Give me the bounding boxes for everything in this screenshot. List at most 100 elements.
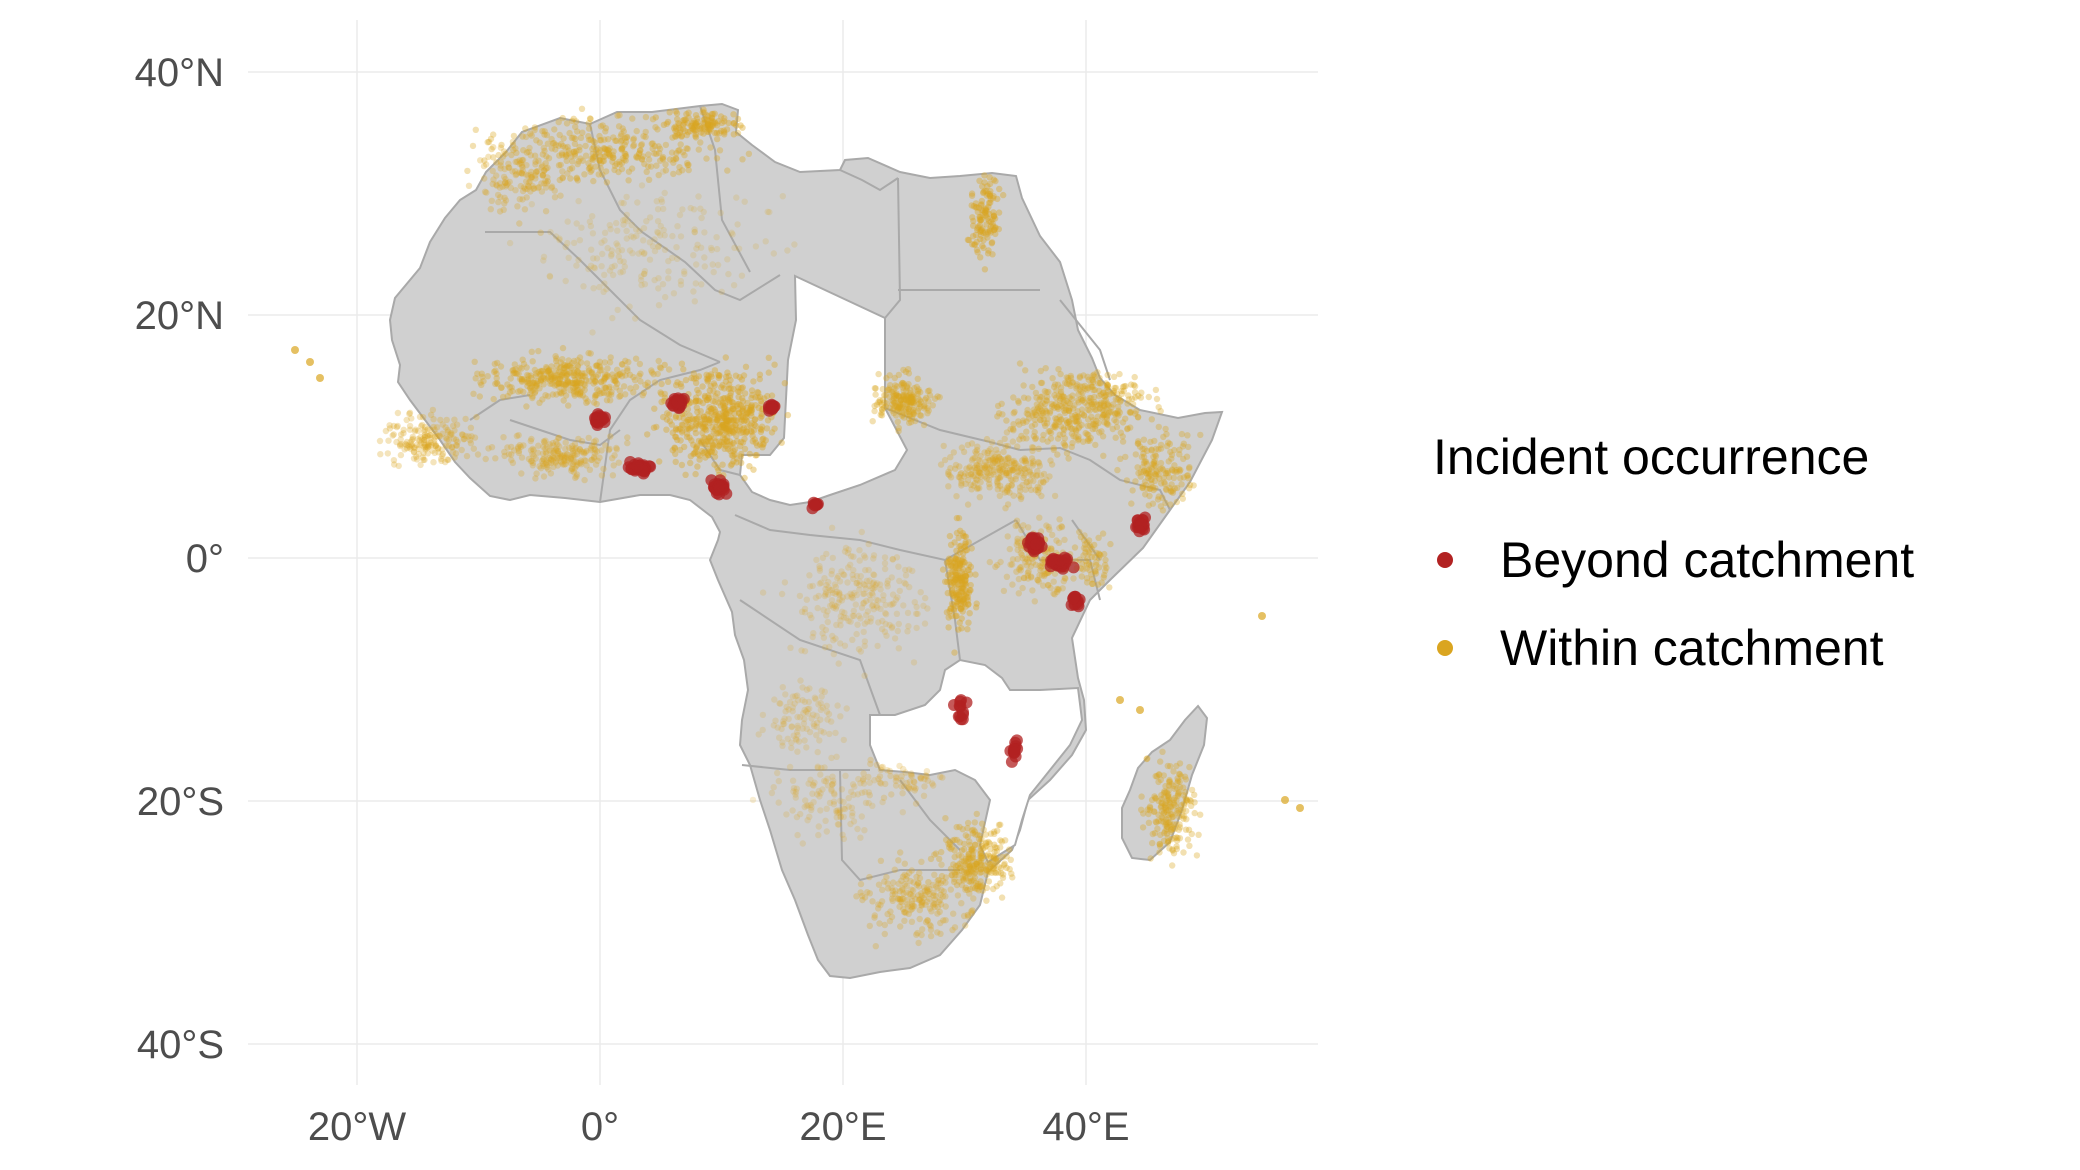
within-catchment-point: [614, 227, 621, 234]
within-catchment-point: [541, 131, 548, 138]
within-catchment-point: [502, 150, 509, 157]
within-catchment-point: [588, 442, 596, 450]
within-catchment-point: [506, 384, 513, 391]
within-catchment-point: [570, 369, 578, 376]
within-catchment-point: [571, 148, 578, 155]
within-catchment-point: [542, 461, 549, 468]
within-catchment-point: [1157, 758, 1164, 765]
within-catchment-point: [1001, 860, 1008, 867]
within-catchment-point: [986, 190, 994, 198]
within-catchment-point: [700, 413, 707, 421]
within-catchment-point: [569, 379, 576, 387]
within-catchment-point: [984, 183, 991, 190]
within-catchment-point: [504, 444, 511, 451]
within-catchment-point: [804, 705, 811, 713]
within-catchment-point: [653, 162, 660, 169]
within-catchment-point: [899, 400, 907, 408]
within-catchment-point: [718, 127, 725, 135]
within-catchment-point: [586, 115, 594, 122]
within-catchment-point: [738, 459, 745, 466]
within-catchment-point: [1153, 395, 1161, 403]
within-catchment-point: [525, 455, 533, 463]
within-catchment-point: [1178, 481, 1185, 488]
within-catchment-point: [670, 156, 677, 163]
within-catchment-point: [732, 372, 740, 379]
within-catchment-point: [1029, 410, 1036, 417]
within-catchment-point: [775, 799, 782, 806]
within-catchment-point: [619, 268, 627, 275]
within-catchment-point: [576, 390, 584, 397]
within-catchment-point: [657, 157, 664, 164]
within-catchment-point: [901, 414, 908, 421]
within-catchment-point: [743, 428, 751, 435]
within-catchment-point: [908, 918, 916, 925]
within-catchment-point: [709, 423, 716, 431]
within-catchment-point: [556, 236, 563, 244]
within-catchment-point: [661, 189, 668, 197]
within-catchment-point: [578, 385, 586, 392]
within-catchment-point: [891, 866, 898, 873]
within-catchment-point: [589, 150, 596, 157]
within-catchment-point: [670, 125, 678, 132]
within-catchment-point: [923, 768, 931, 775]
within-catchment-point: [945, 470, 952, 478]
within-catchment-point: [883, 374, 890, 382]
within-catchment-point: [680, 117, 687, 124]
within-catchment-point: [718, 423, 725, 430]
within-catchment-point: [990, 213, 997, 220]
within-catchment-point: [910, 390, 918, 398]
within-catchment-point: [531, 126, 538, 134]
within-catchment-point: [566, 444, 573, 451]
within-catchment-point: [610, 134, 617, 141]
within-catchment-point: [568, 153, 575, 160]
within-catchment-point: [858, 789, 866, 796]
within-catchment-point: [889, 397, 896, 404]
within-catchment-point: [432, 442, 440, 449]
within-catchment-point: [901, 871, 908, 878]
within-catchment-point: [542, 437, 549, 444]
within-catchment-point: [849, 812, 856, 819]
within-catchment-point: [725, 426, 732, 433]
within-catchment-point: [970, 895, 977, 902]
within-catchment-point: [718, 438, 725, 446]
within-catchment-point: [621, 150, 628, 157]
within-catchment-point: [528, 435, 535, 443]
within-catchment-point: [917, 389, 924, 396]
within-catchment-point: [1138, 389, 1145, 396]
within-catchment-point: [984, 234, 991, 241]
within-catchment-point: [861, 620, 868, 627]
within-catchment-point: [592, 447, 599, 454]
within-catchment-point: [726, 438, 734, 445]
within-catchment-point: [530, 185, 538, 192]
within-catchment-point: [543, 461, 551, 469]
within-catchment-point: [876, 397, 883, 404]
within-catchment-point: [568, 364, 575, 371]
within-catchment-point: [422, 423, 429, 431]
within-catchment-point: [612, 137, 619, 144]
within-catchment-point: [739, 407, 746, 414]
within-catchment-point: [593, 391, 601, 399]
within-catchment-point: [723, 420, 730, 428]
within-catchment-point: [711, 406, 718, 413]
within-catchment-point: [550, 442, 557, 449]
within-catchment-point: [529, 380, 536, 387]
within-catchment-point: [686, 416, 693, 424]
within-catchment-point: [748, 407, 755, 414]
within-catchment-point: [555, 118, 562, 126]
within-catchment-point: [508, 443, 515, 451]
within-catchment-point: [672, 127, 679, 134]
within-catchment-point: [594, 386, 601, 393]
within-catchment-point: [573, 148, 580, 155]
within-catchment-point: [1188, 830, 1196, 838]
within-catchment-point: [419, 414, 427, 421]
within-catchment-point: [464, 167, 471, 175]
within-catchment-point: [420, 428, 428, 435]
within-catchment-point: [857, 834, 864, 841]
within-catchment-point: [1027, 486, 1035, 494]
within-catchment-point: [676, 446, 684, 454]
within-catchment-point: [508, 456, 515, 464]
within-catchment-point: [817, 807, 824, 814]
within-catchment-point: [691, 127, 698, 134]
within-catchment-point: [636, 360, 644, 368]
